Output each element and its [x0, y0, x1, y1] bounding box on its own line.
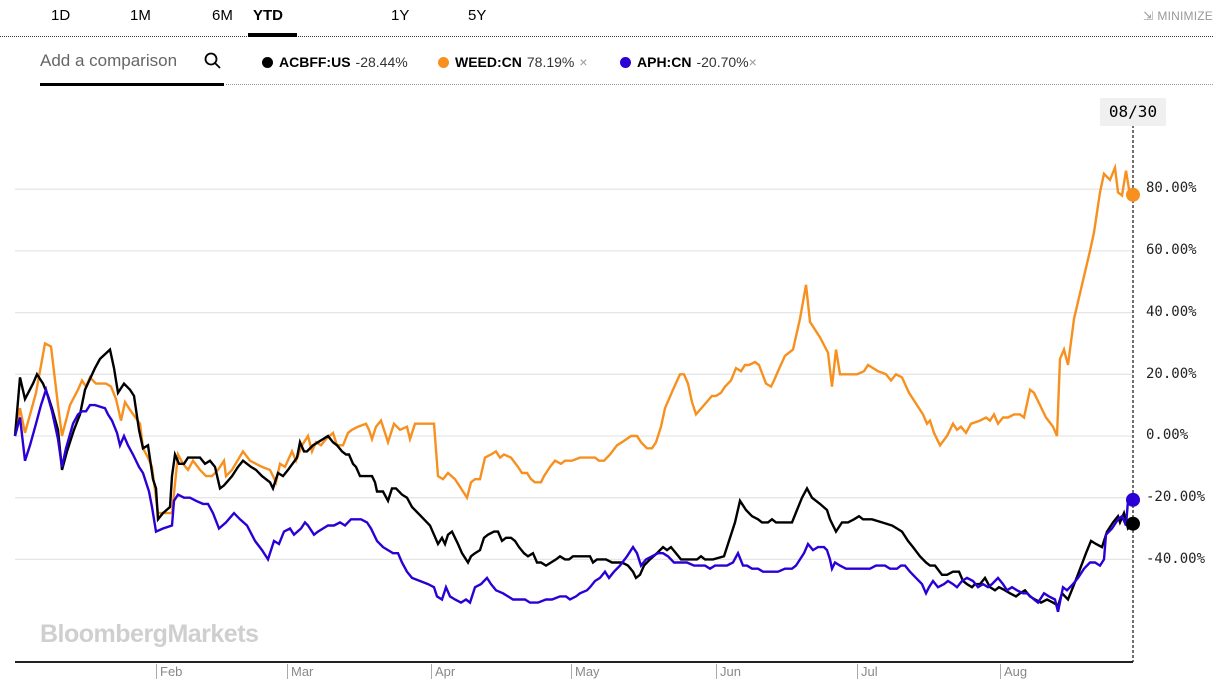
end-marker-acbff-us [1126, 516, 1140, 531]
y-tick-label: -40.00% [1146, 551, 1206, 567]
tab-6m[interactable]: 6M [212, 7, 233, 24]
series-line-weed-cn [13, 162, 1134, 515]
legend-change: 78.19% [526, 54, 575, 70]
tab-1d[interactable]: 1D [51, 7, 71, 24]
legend-change: -20.70% [696, 54, 749, 70]
legend-change: -28.44% [355, 54, 408, 70]
series-line-aph-cn [13, 385, 1134, 613]
x-tick-label: Feb [156, 664, 182, 679]
x-tick-label: May [571, 664, 600, 679]
comparison-row: Add a comparison ACBFF:US -28.44% WEED:CN… [0, 37, 1213, 86]
remove-weed-close-icon[interactable]: × [579, 54, 588, 70]
x-tick-label: Aug [1000, 664, 1027, 679]
search-icon[interactable] [203, 51, 223, 71]
series-color-dot [438, 57, 449, 68]
legend-item-aph: APH:CN -20.70%× [620, 54, 757, 70]
x-tick-label: Apr [431, 664, 455, 679]
legend-item-acbff: ACBFF:US -28.44% [262, 54, 408, 70]
comparison-search-input[interactable]: Add a comparison [40, 49, 224, 86]
legend-symbol: APH:CN [637, 54, 692, 70]
tab-1y[interactable]: 1Y [391, 7, 410, 24]
tab-1m[interactable]: 1M [130, 7, 151, 24]
comparison-placeholder: Add a comparison [40, 51, 178, 70]
series-line-acbff-us [13, 347, 1134, 608]
y-tick-label: 80.00% [1146, 180, 1197, 196]
minimize-button[interactable]: ⇲ MINIMIZE [1143, 9, 1213, 23]
series-lines [13, 162, 1134, 613]
minimize-label: MINIMIZE [1157, 9, 1213, 23]
legend-item-weed: WEED:CN 78.19% × [438, 54, 588, 70]
y-tick-label: 40.00% [1146, 304, 1197, 320]
legend-symbol: ACBFF:US [279, 54, 351, 70]
series-color-dot [620, 57, 631, 68]
active-tab-indicator [248, 33, 297, 37]
x-tick-label: Mar [287, 664, 313, 679]
end-marker-aph-cn [1126, 492, 1140, 507]
y-tick-label: -20.00% [1146, 489, 1206, 505]
end-marker-weed-cn [1126, 187, 1140, 202]
remove-aph-close-icon[interactable]: × [748, 54, 757, 70]
divider [226, 84, 1213, 85]
tab-ytd[interactable]: YTD [253, 7, 283, 24]
gridlines [15, 188, 1133, 561]
legend-symbol: WEED:CN [455, 54, 522, 70]
crosshair-date-badge: 08/30 [1100, 98, 1166, 126]
x-tick-label: Jul [857, 664, 878, 679]
y-tick-label: 0.00% [1146, 427, 1189, 443]
tab-5y[interactable]: 5Y [468, 7, 487, 24]
series-color-dot [262, 57, 273, 68]
bloomberg-markets-logo: BloombergMarkets [40, 620, 259, 648]
end-markers [1126, 187, 1140, 531]
minimize-arrows-icon: ⇲ [1143, 9, 1154, 23]
range-tabs: 1D 1M 6M YTD 1Y 5Y ⇲ MINIMIZE [0, 0, 1213, 37]
y-tick-label: 20.00% [1146, 366, 1197, 382]
x-tick-label: Jun [716, 664, 741, 679]
y-tick-label: 60.00% [1146, 242, 1197, 258]
